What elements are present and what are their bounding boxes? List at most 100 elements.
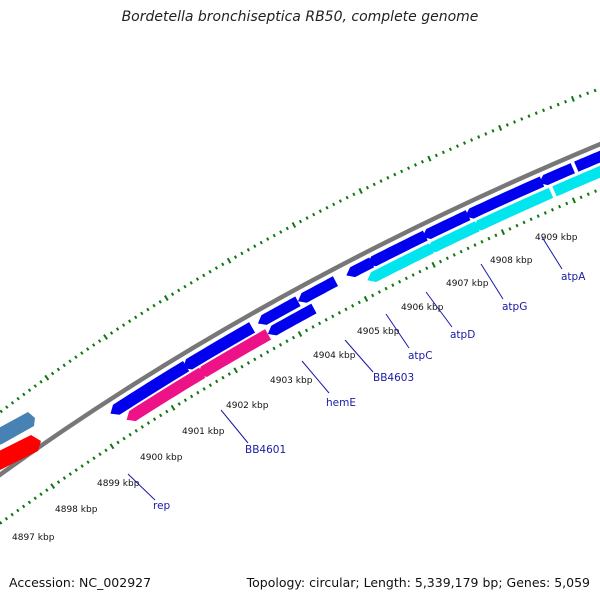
forward-gene-feature xyxy=(257,296,301,325)
gene-label-rep: rep xyxy=(153,500,171,512)
scale-tick xyxy=(208,383,213,387)
scale-tick xyxy=(434,153,438,158)
scale-tick xyxy=(400,169,404,174)
kbp-label: 4899 kbp xyxy=(97,479,140,489)
scale-tick xyxy=(170,404,176,411)
scale-tick xyxy=(586,91,590,96)
outer-tick-track xyxy=(0,88,597,414)
forward-gene-feature xyxy=(367,230,428,267)
scale-tick xyxy=(513,120,517,124)
scale-tick xyxy=(484,132,488,136)
scale-tick xyxy=(357,300,361,305)
scale-tick xyxy=(177,288,181,293)
scale-tick xyxy=(285,339,289,343)
scale-tick xyxy=(246,361,251,365)
scale-tick xyxy=(27,388,32,392)
scale-tick xyxy=(202,387,206,391)
scale-tick xyxy=(515,223,519,228)
scale-tick xyxy=(62,476,67,480)
scale-tick xyxy=(62,363,66,368)
scale-tick xyxy=(549,105,553,110)
accession-text: Accession: NC_002927 xyxy=(9,575,152,590)
scale-tick xyxy=(332,202,336,207)
scale-tick xyxy=(127,319,132,324)
scale-tick xyxy=(404,276,408,281)
scale-tick xyxy=(170,292,175,296)
gene-label-bb4603: BB4603 xyxy=(373,372,414,384)
scale-tick xyxy=(240,364,244,369)
scale-tick xyxy=(371,293,375,298)
scale-tick xyxy=(128,432,132,437)
scale-tick xyxy=(74,355,78,359)
scale-tick xyxy=(324,318,328,322)
cyan-gene-feature xyxy=(552,165,600,197)
scale-tick xyxy=(5,405,9,409)
scale-tick xyxy=(33,384,37,388)
scale-tick xyxy=(39,492,43,496)
genome-summary-text: Topology: circular; Length: 5,339,179 bp… xyxy=(246,575,590,590)
kbp-label: 4908 kbp xyxy=(490,256,533,266)
gene-label-connector xyxy=(344,339,374,373)
scale-tick xyxy=(27,500,32,505)
scale-tick xyxy=(272,233,276,238)
scale-tick xyxy=(298,219,303,224)
kbp-label: 4906 kbp xyxy=(401,303,444,313)
scale-tick xyxy=(68,472,72,476)
forward-gene-feature xyxy=(267,303,317,336)
gene-label-bb4601: BB4601 xyxy=(245,444,286,456)
scale-tick xyxy=(372,182,376,187)
scale-tick xyxy=(39,380,43,384)
scale-tick xyxy=(121,323,126,327)
scale-tick xyxy=(297,331,303,338)
scale-tick xyxy=(74,468,78,472)
scale-tick xyxy=(159,413,163,418)
scale-tick xyxy=(221,375,225,380)
inner-tick-track xyxy=(0,189,598,525)
scale-tick xyxy=(305,216,309,220)
scale-tick xyxy=(158,300,162,304)
forward-gene-feature xyxy=(574,150,600,172)
kbp-label: 4897 kbp xyxy=(12,533,55,543)
scale-tick xyxy=(338,199,342,203)
scale-tick xyxy=(391,283,395,287)
red-gene-feature xyxy=(0,435,41,470)
scale-tick xyxy=(266,237,270,241)
scale-tick xyxy=(470,138,474,142)
scale-tick xyxy=(86,347,90,351)
forward-gene-feature xyxy=(298,276,339,303)
gene-label-atpg: atpG xyxy=(502,301,527,313)
scale-tick xyxy=(534,111,538,115)
scale-tick xyxy=(4,516,9,521)
scale-tick xyxy=(259,353,263,358)
scale-tick xyxy=(487,236,491,241)
scale-tick xyxy=(10,401,15,405)
kbp-label: 4901 kbp xyxy=(182,427,225,437)
scale-tick xyxy=(425,266,429,271)
scale-tick xyxy=(455,144,459,148)
scale-tick xyxy=(565,201,569,206)
scale-tick xyxy=(543,211,547,215)
scale-tick xyxy=(477,135,481,139)
scale-tick xyxy=(56,367,61,372)
scale-tick xyxy=(325,205,329,210)
scale-tick xyxy=(226,257,232,264)
scale-tick xyxy=(491,129,495,133)
cyan-gene-feature xyxy=(427,221,480,253)
scale-tick xyxy=(103,334,108,340)
pink-gene-feature xyxy=(197,329,272,377)
scale-tick xyxy=(579,195,583,200)
kbp-label: 4909 kbp xyxy=(535,233,578,243)
scale-tick xyxy=(233,367,238,374)
scale-tick xyxy=(183,284,187,289)
scale-tick xyxy=(466,246,470,251)
gene-features xyxy=(0,150,600,470)
kbp-label: 4902 kbp xyxy=(226,401,269,411)
scale-tick xyxy=(452,253,456,257)
scale-tick xyxy=(398,279,402,284)
scale-tick xyxy=(10,512,14,517)
kbp-label: 4905 kbp xyxy=(357,327,400,337)
scale-tick xyxy=(312,212,316,217)
gene-label-heme: hemE xyxy=(326,397,356,409)
scale-tick xyxy=(593,88,597,93)
kbp-label: 4903 kbp xyxy=(270,376,313,386)
